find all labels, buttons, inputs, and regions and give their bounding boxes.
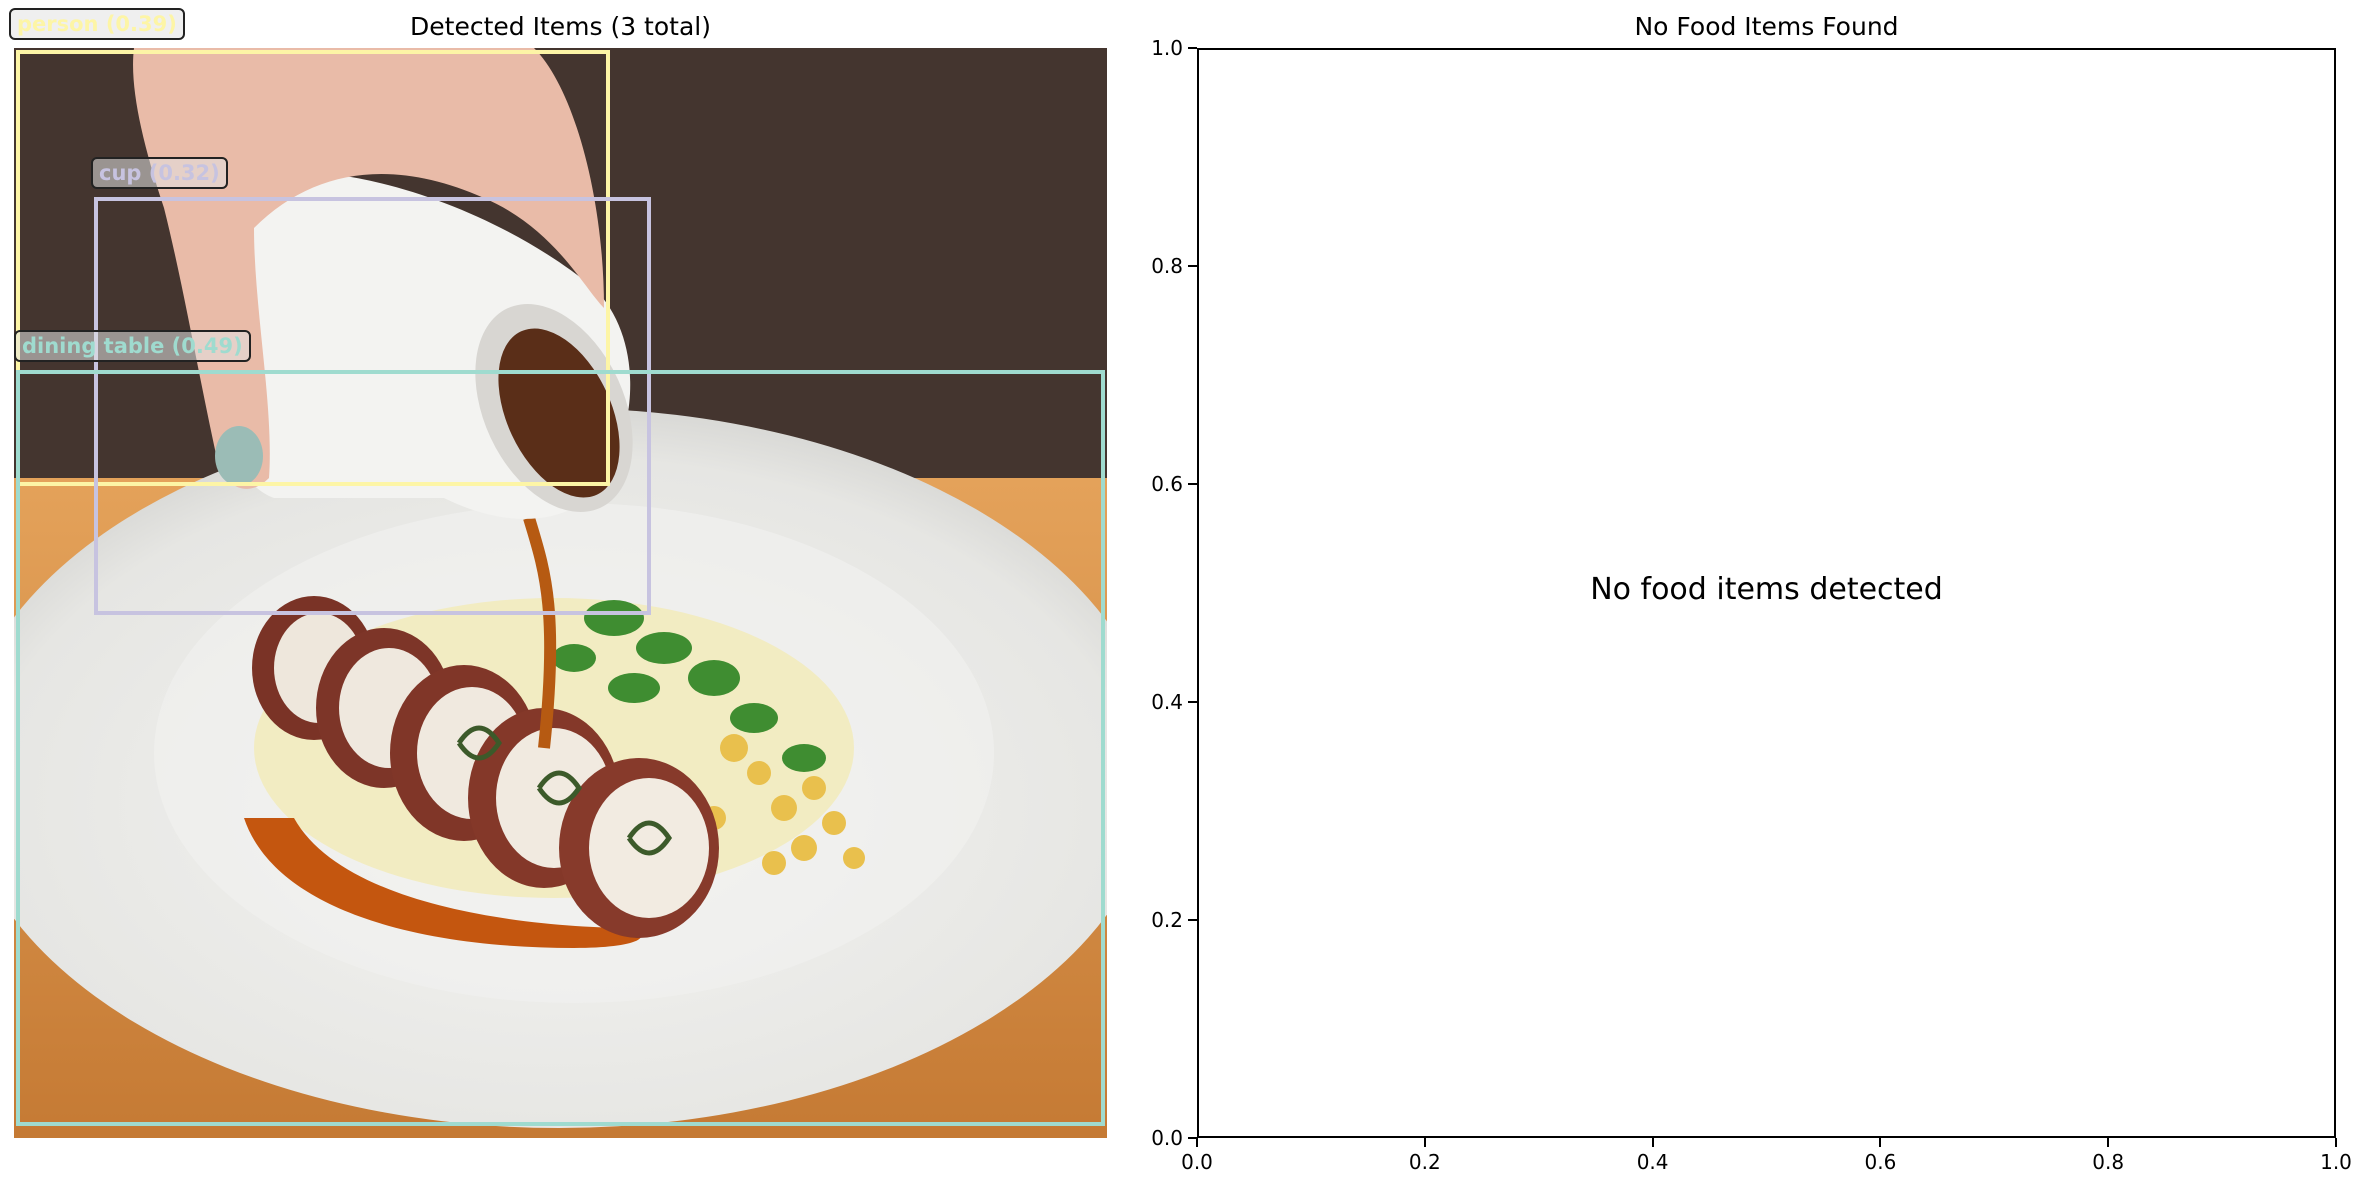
y-tick-label: 0.0 (1151, 1126, 1183, 1150)
x-tick-label: 0.4 (1636, 1150, 1669, 1174)
x-tick-mark (1879, 1138, 1882, 1147)
y-tick-mark (1188, 483, 1197, 485)
y-tick-label: 1.0 (1151, 36, 1183, 60)
x-tick-label: 0.8 (2092, 1150, 2125, 1174)
dining-table-detection-label: dining table (0.49) (14, 330, 251, 362)
hand (133, 48, 604, 489)
food-chart-title: No Food Items Found (1634, 12, 1899, 41)
detection-image (14, 48, 1107, 1138)
x-tick-mark (2107, 1138, 2110, 1147)
person-detection-label: person (0.39) (9, 8, 185, 40)
y-tick-mark (1188, 701, 1197, 703)
empty-state-message: No food items detected (1590, 572, 1943, 607)
dining-table-detection-box (16, 370, 1105, 1126)
y-tick-mark (1188, 1137, 1197, 1139)
x-tick-mark (1651, 1138, 1654, 1147)
y-tick-label: 0.2 (1151, 908, 1183, 932)
food-photo (14, 48, 1107, 1138)
x-tick-label: 0.2 (1408, 1150, 1441, 1174)
y-tick-mark (1188, 47, 1197, 49)
x-tick-label: 0.0 (1181, 1150, 1213, 1174)
x-tick-mark (2335, 1138, 2337, 1147)
cup-detection-label: cup (0.32) (91, 157, 228, 189)
y-tick-mark (1188, 919, 1197, 921)
cup-detection-box (94, 197, 651, 615)
roulade-slices (252, 596, 719, 938)
y-tick-mark (1188, 265, 1197, 267)
x-tick-mark (1196, 1138, 1198, 1147)
y-tick-label: 0.8 (1151, 254, 1183, 278)
y-tick-label: 0.4 (1151, 690, 1183, 714)
food-axes (1197, 48, 2336, 1138)
x-tick-mark (1423, 1138, 1426, 1147)
detection-chart-title: Detected Items (3 total) (410, 12, 711, 41)
corn (702, 734, 865, 875)
jus-drizzle (244, 818, 642, 948)
microgreens (552, 600, 826, 772)
x-tick-label: 0.6 (1864, 1150, 1897, 1174)
y-tick-label: 0.6 (1151, 472, 1183, 496)
x-tick-label: 1.0 (2320, 1150, 2352, 1174)
person-detection-box (16, 50, 610, 486)
pour-stream (523, 516, 557, 749)
